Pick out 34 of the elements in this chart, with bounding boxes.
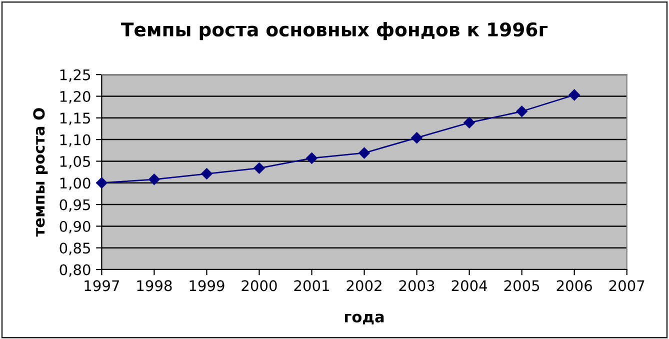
x-tick-label: 2001 [294, 280, 329, 292]
x-tick-label: 2002 [346, 280, 382, 292]
point [516, 106, 528, 118]
x-tick-label: 2003 [399, 280, 434, 292]
x-tick-label: 2007 [609, 280, 644, 292]
point [358, 147, 370, 159]
x-tick-label: 1997 [84, 280, 119, 292]
x-tick-label: 2004 [452, 280, 488, 292]
y-tick-label: 1,20 [60, 90, 90, 104]
point [201, 168, 212, 180]
y-tick-label: 1,10 [60, 134, 90, 147]
y-tick-label: 0,95 [60, 199, 90, 212]
x-tick-label: 2005 [504, 280, 540, 292]
y-tick-label: 1,15 [60, 112, 90, 126]
y-tick-label: 1,00 [60, 178, 90, 190]
x-axis-title: года [344, 314, 384, 324]
y-tick-label: 1,25 [60, 69, 90, 82]
point [148, 174, 160, 186]
y-tick-label: 0,85 [60, 242, 90, 256]
point [568, 89, 580, 101]
y-tick-label: 1,05 [60, 156, 90, 168]
point [464, 117, 475, 128]
chart-title: Темпы роста основных фондов к 1996г [121, 22, 548, 40]
point [254, 162, 265, 174]
y-tick-label: 0,80 [60, 264, 90, 277]
x-tick-label: 1998 [137, 280, 172, 292]
x-tick-label: 2000 [242, 280, 277, 292]
point [96, 177, 108, 188]
x-tick-label: 1999 [190, 280, 224, 292]
y-axis-title: темпы роста О [33, 108, 48, 237]
point [411, 132, 422, 144]
x-tick-label: 2006 [556, 280, 592, 292]
y-tick-label: 0,90 [60, 220, 90, 234]
point [306, 152, 318, 164]
